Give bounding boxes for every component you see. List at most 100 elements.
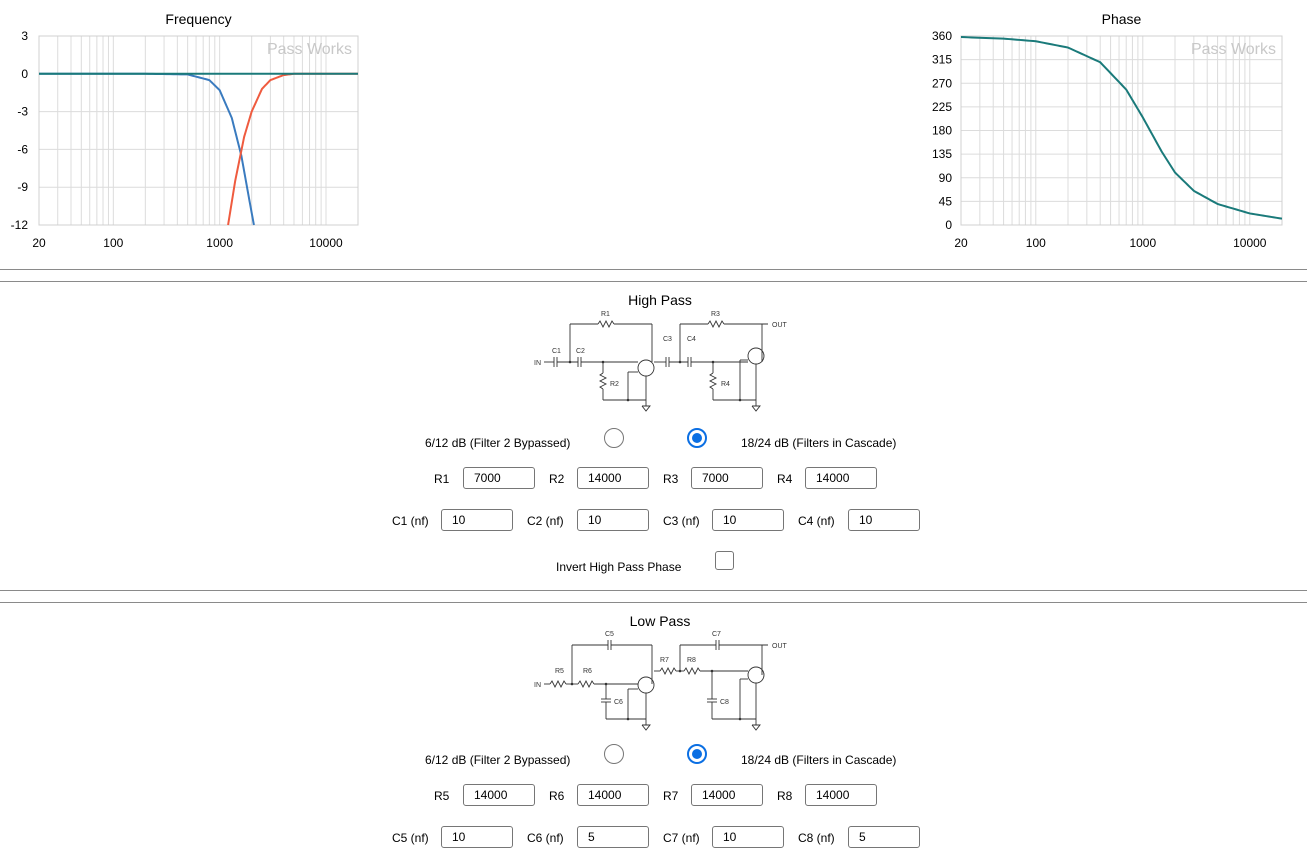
- r5-input[interactable]: 14000: [463, 784, 535, 806]
- c7-label: C7 (nf): [663, 831, 700, 845]
- c6-input[interactable]: 5: [577, 826, 649, 848]
- y-tick-label: 90: [939, 171, 953, 185]
- c4-label: C4 (nf): [798, 514, 835, 528]
- hp-option-cascade-label: 18/24 dB (Filters in Cascade): [741, 436, 897, 450]
- y-tick-label: 135: [932, 147, 952, 161]
- x-tick-label: 100: [103, 236, 123, 250]
- schematic-c2-label: C2: [576, 348, 585, 355]
- c5-label: C5 (nf): [392, 831, 429, 845]
- x-tick-label: 20: [32, 236, 46, 250]
- frequency-chart: Frequency 3 0 -3 -6 -9 -12 20 100 1000 10000 Pass W…: [0, 0, 370, 260]
- hp-cascade-radio[interactable]: [687, 428, 707, 448]
- y-tick-label: -12: [11, 218, 29, 232]
- schematic-c1-label: C1: [552, 348, 561, 355]
- y-tick-label: -9: [17, 180, 28, 194]
- r1-label: R1: [434, 472, 450, 486]
- schematic-c7-label: C7: [712, 631, 721, 638]
- x-tick-label: 1000: [206, 236, 233, 250]
- c3-input[interactable]: 10: [712, 509, 784, 531]
- x-tick-label: 10000: [1233, 236, 1267, 250]
- c6-label: C6 (nf): [527, 831, 564, 845]
- chart-title: Frequency: [165, 11, 231, 27]
- phase-plot: Phase 360 315 270 225 180 135 90 45 020 100 1000 100…: [932, 11, 1283, 250]
- high-pass-title: High Pass: [628, 292, 692, 308]
- lp-option-cascade-label: 18/24 dB (Filters in Cascade): [741, 753, 897, 767]
- high-pass-schematic: IN OUT C1 C2 R1 R2 C3 C4 R3 R4: [534, 311, 788, 412]
- lp-option-bypassed-label: 6/12 dB (Filter 2 Bypassed): [425, 753, 571, 767]
- y-tick-label: 315: [932, 53, 952, 67]
- x-tick-label: 100: [1026, 236, 1046, 250]
- lp-cascade-radio[interactable]: [687, 744, 707, 764]
- c3-label: C3 (nf): [663, 514, 700, 528]
- y-tick-label: 270: [932, 76, 952, 90]
- r2-input[interactable]: 14000: [577, 467, 649, 489]
- r4-label: R4: [777, 472, 793, 486]
- divider: [0, 269, 1307, 270]
- y-tick-label: 0: [945, 218, 952, 232]
- r3-input[interactable]: 7000: [691, 467, 763, 489]
- r6-input[interactable]: 14000: [577, 784, 649, 806]
- invert-phase-label: Invert High Pass Phase: [556, 560, 682, 574]
- divider: [0, 602, 1307, 603]
- lp-bypassed-radio[interactable]: [604, 744, 624, 764]
- y-tick-label: 180: [932, 124, 952, 138]
- r8-input[interactable]: 14000: [805, 784, 877, 806]
- schematic-out-label: OUT: [772, 322, 788, 329]
- schematic-c5-label: C5: [605, 631, 614, 638]
- y-tick-label: 45: [939, 194, 953, 208]
- c7-input[interactable]: 10: [712, 826, 784, 848]
- c5-input[interactable]: 10: [441, 826, 513, 848]
- schematic-c4-label: C4: [687, 336, 696, 343]
- hp-option-bypassed-label: 6/12 dB (Filter 2 Bypassed): [425, 436, 571, 450]
- x-tick-label: 10000: [309, 236, 343, 250]
- schematic-r6-label: R6: [583, 668, 592, 675]
- c8-label: C8 (nf): [798, 831, 835, 845]
- r3-label: R3: [663, 472, 679, 486]
- y-tick-label: -3: [17, 105, 28, 119]
- y-tick-label: 0: [21, 67, 28, 81]
- c8-input[interactable]: 5: [848, 826, 920, 848]
- y-tick-label: -6: [17, 142, 28, 156]
- schematic-r3-label: R3: [711, 311, 720, 318]
- schematic-in-label: IN: [534, 360, 541, 367]
- r4-input[interactable]: 14000: [805, 467, 877, 489]
- schematic-c3-label: C3: [663, 336, 672, 343]
- c2-input[interactable]: 10: [577, 509, 649, 531]
- x-tick-label: 1000: [1129, 236, 1156, 250]
- y-tick-label: 3: [21, 29, 28, 43]
- schematic-r2-label: R2: [610, 381, 619, 388]
- low-pass-schematic: IN OUT R5 R6 C5 C6 R7 R8 C7 C8: [534, 631, 788, 731]
- hp-bypassed-radio[interactable]: [604, 428, 624, 448]
- c2-label: C2 (nf): [527, 514, 564, 528]
- series-line: [961, 36, 1282, 220]
- divider: [0, 590, 1307, 591]
- c1-label: C1 (nf): [392, 514, 429, 528]
- divider: [0, 281, 1307, 282]
- schematic-r7-label: R7: [660, 657, 669, 664]
- low-pass-title: Low Pass: [629, 613, 691, 629]
- schematic-in-label: IN: [534, 682, 541, 689]
- watermark: Pass Works: [267, 41, 352, 58]
- c1-input[interactable]: 10: [441, 509, 513, 531]
- schematic-r1-label: R1: [601, 311, 610, 318]
- r7-label: R7: [663, 789, 679, 803]
- chart-title: Phase: [1102, 11, 1142, 27]
- c4-input[interactable]: 10: [848, 509, 920, 531]
- x-tick-label: 20: [954, 236, 968, 250]
- plot-border: [960, 35, 1283, 226]
- r7-input[interactable]: 14000: [691, 784, 763, 806]
- r8-label: R8: [777, 789, 793, 803]
- schematic-out-label: OUT: [772, 643, 788, 650]
- schematic-r5-label: R5: [555, 668, 564, 675]
- schematic-r4-label: R4: [721, 381, 730, 388]
- schematic-c8-label: C8: [720, 699, 729, 706]
- plot-border: [38, 35, 359, 226]
- r1-input[interactable]: 7000: [463, 467, 535, 489]
- watermark: Pass Works: [1191, 41, 1276, 58]
- r5-label: R5: [434, 789, 450, 803]
- schematic-c6-label: C6: [614, 699, 623, 706]
- phase-chart: Phase 360 315 270 225 180 135 90 45 0 20 100 1000 100…: [920, 0, 1307, 260]
- r6-label: R6: [549, 789, 565, 803]
- invert-phase-checkbox[interactable]: [715, 551, 734, 570]
